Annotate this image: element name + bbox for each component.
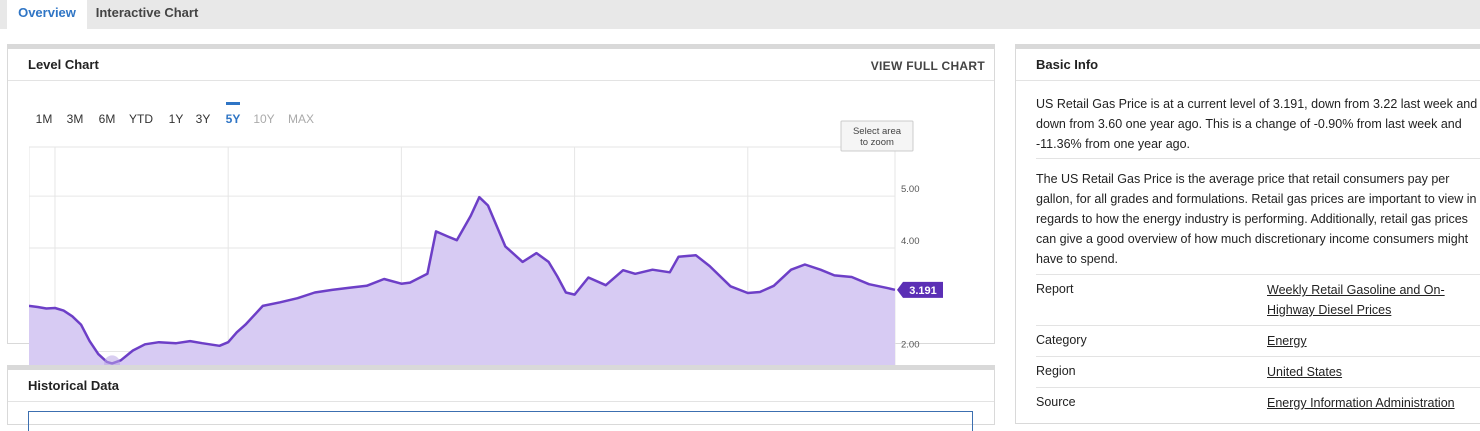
level-chart[interactable]: 1M 3M 6M YTD 1Y 3Y 5Y 10Y MAX Select area to zoo… [29,102,989,397]
range-button-10y[interactable]: 10Y [253,112,274,126]
last-value-badge: 3.191 [897,281,943,298]
historical-data-panel: Historical Data [7,365,995,431]
zoom-hint-line2: to zoom [860,137,894,148]
tab-bar: Overview Interactive Chart [0,0,1480,29]
panel-header-divider [8,80,994,81]
y-tick-label: 4.00 [901,236,920,247]
region-link[interactable]: United States [1267,365,1343,379]
tab-interactive-chart[interactable]: Interactive Chart [95,5,199,20]
y-tick-label: 5.00 [901,184,920,195]
source-link[interactable]: Energy Information Administration [1267,396,1455,410]
range-button-1y[interactable]: 1Y [169,112,184,126]
divider [1036,158,1480,159]
level-chart-panel: Level Chart VIEW FULL CHART 1M 3M 6M YTD 1Y 3… [7,44,995,381]
category-link[interactable]: Energy [1267,334,1307,348]
last-value-label: 3.191 [909,285,937,297]
range-button-6m[interactable]: 6M [99,112,116,126]
info-label-report: Report [1036,282,1074,296]
divider [1036,387,1480,388]
view-full-chart-link[interactable]: VIEW FULL CHART [870,59,985,73]
price-line [29,195,896,365]
level-chart-title: Level Chart [28,57,99,72]
y-axis: 2.00 4.00 5.00 [901,184,920,350]
info-label-category: Category [1036,333,1087,347]
price-area [29,197,895,366]
historical-data-title: Historical Data [28,378,120,393]
historical-data-table [28,411,973,431]
panel-header-divider [8,401,994,402]
zoom-hint-box [840,120,914,152]
divider [1036,274,1480,275]
zoom-hint[interactable]: Select area to zoom [840,120,914,152]
last-value-badge-bg [897,281,943,298]
tab-overview[interactable]: Overview [7,0,87,29]
range-button-max[interactable]: MAX [288,112,314,126]
zoom-hint-line1: Select area [853,126,902,137]
current-level-summary: US Retail Gas Price is at a current leve… [1036,97,1478,151]
panel-header-divider [1016,80,1480,81]
range-button-ytd[interactable]: YTD [129,112,153,126]
range-button-3m[interactable]: 3M [67,112,84,126]
basic-info-panel: Basic Info US Retail Gas Price is at a c… [1015,44,1480,424]
range-button-3y[interactable]: 3Y [196,112,211,126]
report-link[interactable]: Weekly Retail Gasoline and On-Highway Di… [1267,283,1445,317]
y-tick-label: 2.00 [901,340,920,351]
info-label-region: Region [1036,364,1076,378]
info-label-source: Source [1036,395,1076,409]
divider [1036,356,1480,357]
basic-info-title: Basic Info [1036,57,1099,72]
range-active-indicator [226,102,240,105]
range-selector: 1M 3M 6M YTD 1Y 3Y 5Y 10Y MAX [36,102,314,126]
divider [1036,325,1480,326]
range-button-5y[interactable]: 5Y [226,112,241,126]
description-paragraph: The US Retail Gas Price is the average p… [1036,172,1477,266]
range-button-1m[interactable]: 1M [36,112,53,126]
